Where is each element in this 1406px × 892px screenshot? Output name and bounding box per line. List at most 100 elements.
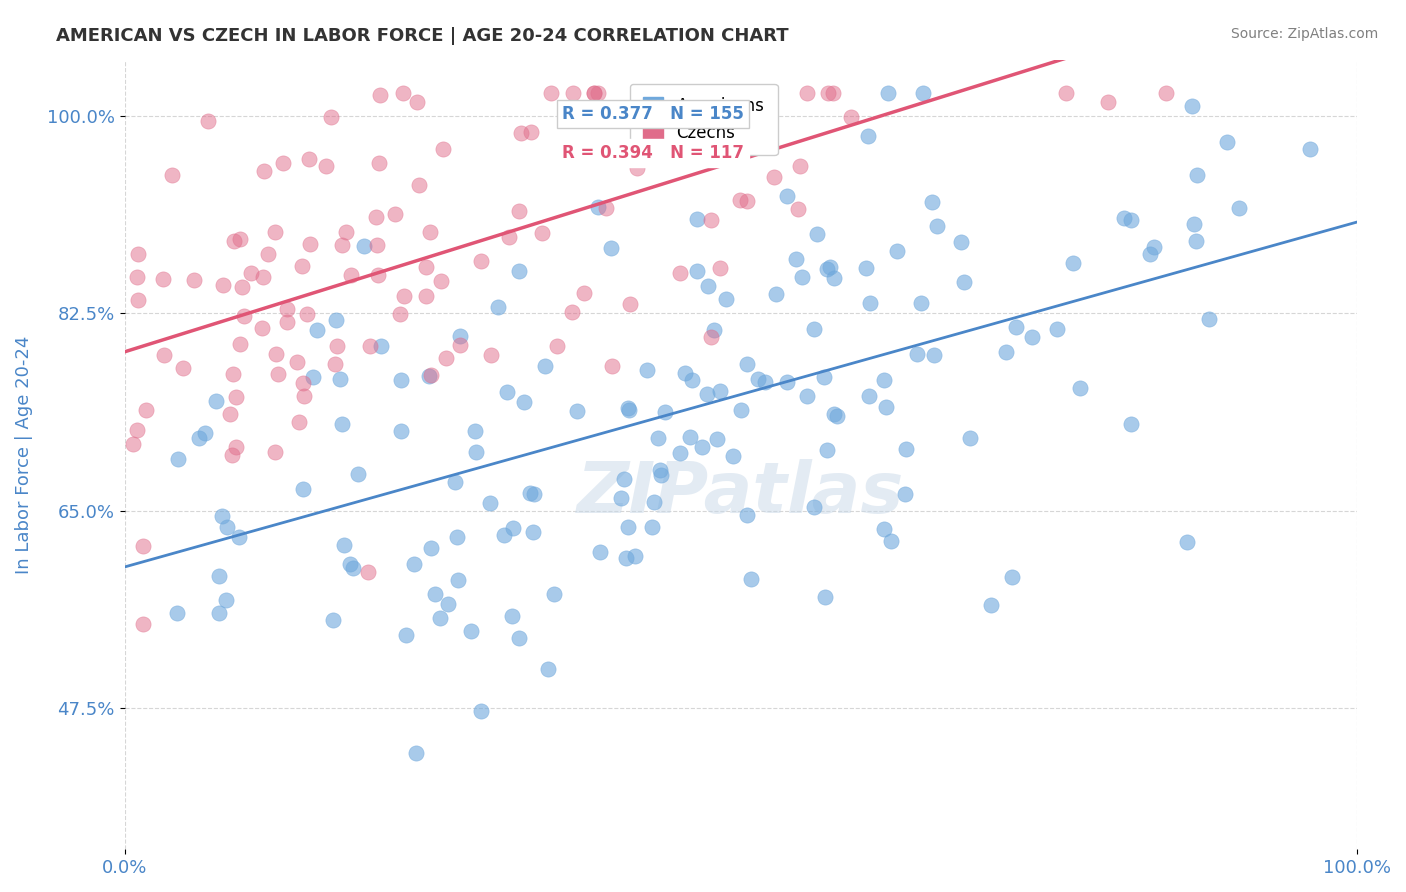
Point [623, 549, 645, 563]
Point [1182, 217, 1205, 231]
Point [583, 87, 606, 101]
Point [444, 475, 467, 490]
Point [650, 463, 672, 477]
Point [886, 244, 908, 258]
Point [211, 508, 233, 523]
Point [873, 373, 896, 387]
Point [252, 270, 274, 285]
Point [762, 169, 785, 184]
Point [323, 357, 346, 371]
Point [496, 385, 519, 400]
Point [617, 403, 640, 417]
Point [228, 232, 250, 246]
Point [813, 370, 835, 384]
Point [271, 155, 294, 169]
Point [127, 269, 149, 284]
Point [494, 528, 516, 542]
Point [384, 207, 406, 221]
Point [264, 347, 287, 361]
Point [703, 323, 725, 337]
Point [523, 487, 546, 501]
Point [995, 345, 1018, 359]
Point [1000, 570, 1022, 584]
Point [1198, 312, 1220, 326]
Point [470, 704, 492, 718]
Point [205, 393, 228, 408]
Point [659, 87, 682, 101]
Point [295, 307, 318, 321]
Point [589, 545, 612, 559]
Point [486, 300, 509, 314]
Point [921, 195, 943, 210]
Point [818, 260, 841, 274]
Point [765, 287, 787, 301]
Point [478, 496, 501, 510]
Point [817, 87, 839, 101]
Point [600, 359, 623, 373]
Point [498, 230, 520, 244]
Point [700, 213, 723, 227]
Point [460, 624, 482, 639]
Point [534, 359, 557, 373]
Point [880, 533, 903, 548]
Point [617, 401, 640, 416]
Point [508, 203, 530, 218]
Legend: Americans, Czechs: Americans, Czechs [630, 84, 778, 155]
Point [1021, 330, 1043, 344]
Point [405, 747, 427, 761]
Point [368, 87, 391, 102]
Point [415, 289, 437, 303]
Point [127, 293, 149, 308]
Point [893, 487, 915, 501]
Point [512, 394, 534, 409]
Point [624, 116, 647, 130]
Point [709, 384, 731, 398]
Point [339, 557, 361, 571]
Point [264, 445, 287, 459]
Point [679, 430, 702, 444]
Point [364, 210, 387, 224]
Point [1216, 136, 1239, 150]
Point [228, 337, 250, 351]
Point [415, 260, 437, 274]
Point [329, 371, 352, 385]
Point [122, 437, 145, 451]
Point [430, 274, 453, 288]
Point [600, 241, 623, 255]
Point [953, 275, 976, 289]
Point [408, 178, 430, 192]
Point [127, 247, 149, 261]
Point [565, 403, 588, 417]
Point [806, 227, 828, 241]
Point [922, 347, 945, 361]
Point [288, 415, 311, 429]
Point [389, 373, 412, 387]
Point [540, 87, 562, 101]
Point [905, 347, 928, 361]
Text: ZIPatlas: ZIPatlas [576, 459, 904, 528]
Point [420, 368, 443, 382]
Point [823, 271, 845, 285]
Point [873, 522, 896, 536]
Point [172, 360, 194, 375]
Point [225, 440, 247, 454]
Point [669, 266, 692, 280]
Point [675, 113, 697, 128]
Point [315, 159, 337, 173]
Point [330, 417, 353, 431]
Point [647, 431, 669, 445]
Point [436, 597, 458, 611]
Point [823, 407, 845, 421]
Point [449, 329, 471, 343]
Point [464, 424, 486, 438]
Point [686, 264, 709, 278]
Point [225, 390, 247, 404]
Point [285, 354, 308, 368]
Text: Source: ZipAtlas.com: Source: ZipAtlas.com [1230, 27, 1378, 41]
Point [572, 285, 595, 300]
Point [366, 238, 388, 252]
Point [1054, 87, 1077, 101]
Point [520, 125, 543, 139]
Point [803, 500, 825, 515]
Point [256, 247, 278, 261]
